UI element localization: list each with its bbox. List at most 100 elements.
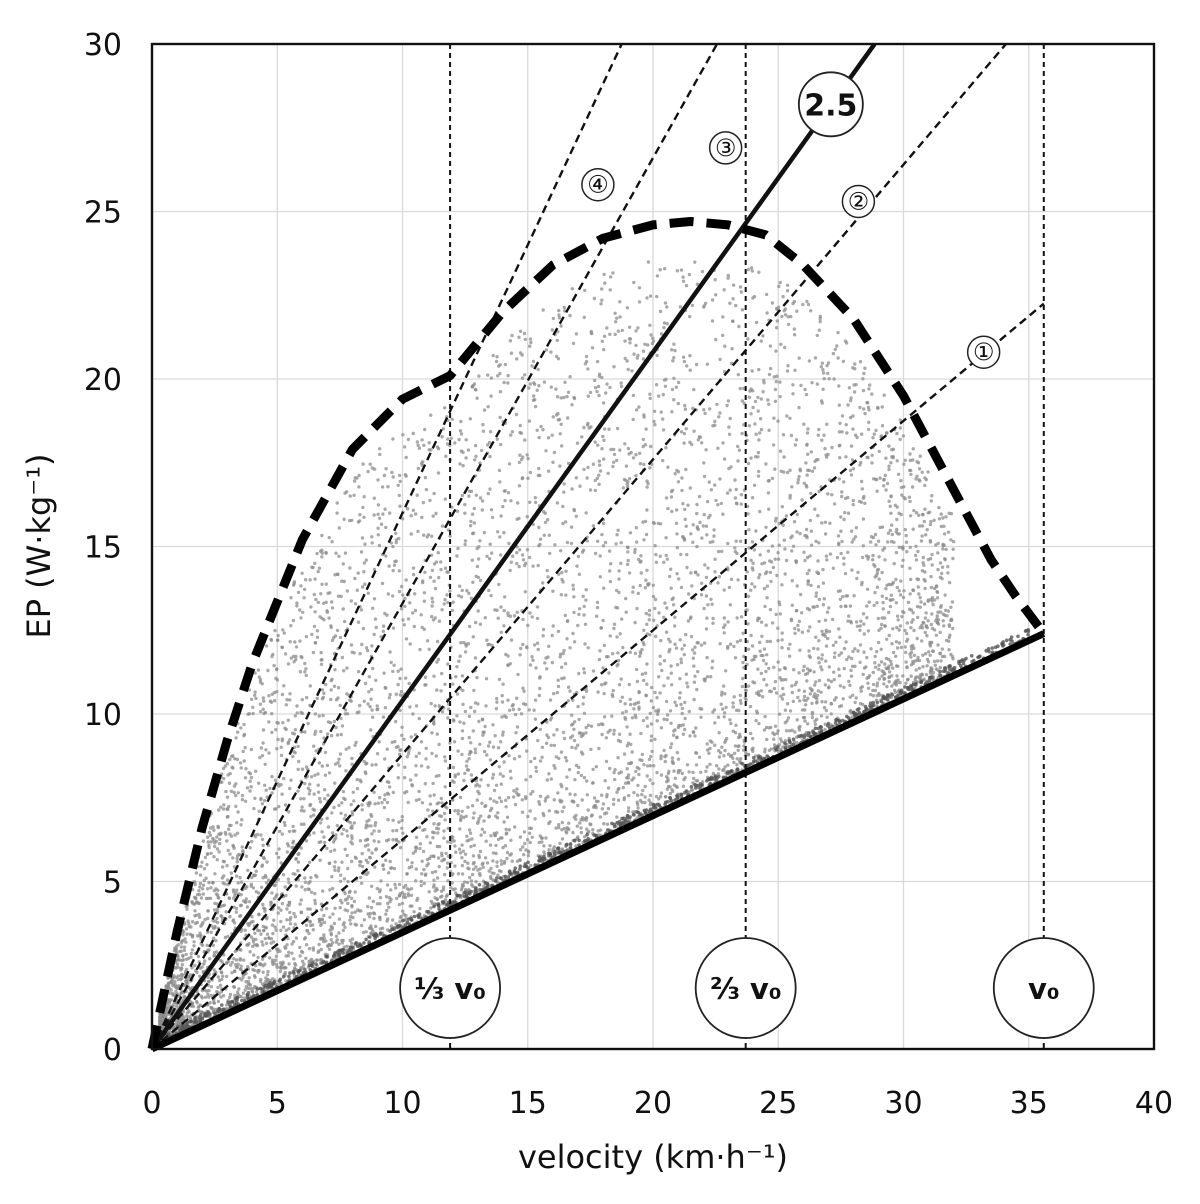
scatter-point bbox=[472, 854, 475, 857]
scatter-point bbox=[918, 667, 921, 670]
scatter-point bbox=[319, 592, 322, 595]
scatter-point bbox=[785, 729, 788, 732]
scatter-point bbox=[348, 890, 351, 893]
scatter-point bbox=[356, 711, 359, 714]
scatter-point bbox=[308, 920, 311, 923]
scatter-point bbox=[437, 827, 440, 830]
scatter-point bbox=[840, 651, 843, 654]
scatter-point bbox=[564, 662, 567, 665]
scatter-point bbox=[444, 759, 447, 762]
scatter-point bbox=[394, 886, 397, 889]
scatter-point bbox=[723, 749, 726, 752]
scatter-point bbox=[232, 847, 235, 850]
scatter-point bbox=[739, 694, 742, 697]
scatter-point bbox=[247, 924, 250, 927]
scatter-point bbox=[534, 766, 537, 769]
scatter-point bbox=[811, 712, 814, 715]
scatter-point bbox=[780, 470, 783, 473]
scatter-point bbox=[871, 436, 874, 439]
scatter-point bbox=[608, 569, 611, 572]
scatter-point bbox=[930, 499, 933, 502]
scatter-point bbox=[648, 758, 651, 761]
scatter-point bbox=[860, 433, 863, 436]
scatter-point bbox=[548, 809, 551, 812]
scatter-point bbox=[717, 749, 720, 752]
scatter-point bbox=[766, 640, 769, 643]
scatter-point bbox=[357, 571, 360, 574]
scatter-point bbox=[882, 484, 885, 487]
scatter-point bbox=[213, 845, 216, 848]
scatter-point bbox=[233, 969, 236, 972]
scatter-point bbox=[512, 708, 515, 711]
scatter-point bbox=[684, 468, 687, 471]
scatter-point bbox=[435, 754, 438, 757]
scatter-point bbox=[436, 831, 439, 834]
scatter-point bbox=[851, 665, 854, 668]
scatter-point bbox=[565, 826, 568, 829]
scatter-point bbox=[546, 795, 549, 798]
scatter-point bbox=[929, 523, 932, 526]
scatter-point bbox=[262, 696, 265, 699]
scatter-point bbox=[299, 670, 302, 673]
scatter-point bbox=[652, 706, 655, 709]
scatter-point bbox=[340, 861, 343, 864]
scatter-point bbox=[793, 632, 796, 635]
scatter-point bbox=[521, 687, 524, 690]
scatter-point bbox=[466, 768, 469, 771]
scatter-point bbox=[628, 341, 631, 344]
scatter-point bbox=[398, 494, 401, 497]
scatter-point bbox=[810, 450, 813, 453]
scatter-point bbox=[660, 726, 663, 729]
scatter-point bbox=[522, 690, 525, 693]
scatter-point bbox=[920, 539, 923, 542]
scatter-point bbox=[810, 381, 813, 384]
scatter-point bbox=[523, 332, 526, 335]
scatter-point bbox=[863, 502, 866, 505]
scatter-point bbox=[882, 682, 885, 685]
scatter-point bbox=[259, 933, 262, 936]
scatter-point bbox=[909, 592, 912, 595]
scatter-point bbox=[361, 865, 364, 868]
scatter-point bbox=[346, 834, 349, 837]
scatter-point bbox=[373, 824, 376, 827]
scatter-point bbox=[567, 391, 570, 394]
scatter-point bbox=[731, 757, 734, 760]
scatter-point bbox=[352, 791, 355, 794]
scatter-point bbox=[274, 807, 277, 810]
scatter-point bbox=[775, 326, 778, 329]
scatter-point bbox=[461, 864, 464, 867]
scatter-point bbox=[777, 558, 780, 561]
scatter-point bbox=[544, 449, 547, 452]
scatter-point bbox=[442, 836, 445, 839]
scatter-point bbox=[941, 547, 944, 550]
scatter-point bbox=[376, 752, 379, 755]
scatter-point bbox=[194, 896, 197, 899]
scatter-point bbox=[377, 533, 380, 536]
scatter-point bbox=[690, 584, 693, 587]
scatter-point bbox=[923, 520, 926, 523]
scatter-point bbox=[386, 917, 389, 920]
scatter-point bbox=[472, 689, 475, 692]
scatter-point bbox=[362, 516, 365, 519]
scatter-point bbox=[831, 618, 834, 621]
scatter-point bbox=[428, 648, 431, 651]
scatter-point bbox=[284, 894, 287, 897]
scatter-point bbox=[573, 509, 576, 512]
scatter-point bbox=[560, 593, 563, 596]
scatter-point bbox=[665, 718, 668, 721]
scatter-point bbox=[887, 444, 890, 447]
scatter-point bbox=[673, 624, 676, 627]
scatter-point bbox=[542, 634, 545, 637]
scatter-point bbox=[528, 611, 531, 614]
scatter-point bbox=[296, 869, 299, 872]
scatter-point bbox=[622, 786, 625, 789]
scatter-point bbox=[918, 478, 921, 481]
scatter-point bbox=[202, 892, 205, 895]
scatter-point bbox=[534, 699, 537, 702]
scatter-point bbox=[456, 547, 459, 550]
scatter-point bbox=[287, 810, 290, 813]
scatter-point bbox=[334, 762, 337, 765]
scatter-point bbox=[706, 603, 709, 606]
scatter-point bbox=[642, 629, 645, 632]
scatter-point bbox=[895, 551, 898, 554]
